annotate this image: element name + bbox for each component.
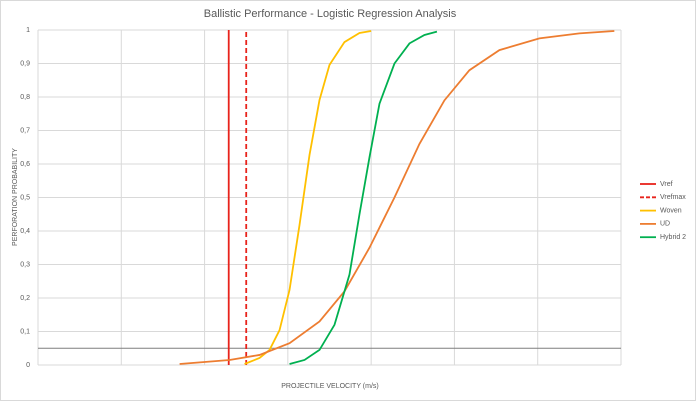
legend-label: Vref: [660, 181, 673, 188]
y-tick-label: 0,6: [20, 161, 30, 168]
chart-title: Ballistic Performance - Logistic Regress…: [204, 8, 457, 20]
legend-label: UD: [660, 221, 670, 228]
series-line: [179, 30, 615, 365]
legend-label: Woven: [660, 207, 682, 214]
y-tick-label: 1: [26, 27, 30, 34]
y-tick-label: 0,9: [20, 60, 30, 67]
legend-label: Hybrid 2: [660, 234, 686, 241]
y-tick-label: 0,2: [20, 295, 30, 302]
y-tick-label: 0,7: [20, 127, 30, 134]
series-line: [289, 30, 438, 365]
y-tick-label: 0,5: [20, 194, 30, 201]
y-tick-label: 0,8: [20, 94, 30, 101]
y-tick-label: 0,3: [20, 261, 30, 268]
y-tick-label: 0: [26, 362, 30, 369]
y-tick-label: 0,4: [20, 228, 30, 235]
legend-label: Vrefmax: [660, 194, 686, 201]
y-tick-label: 0,1: [20, 328, 30, 335]
y-axis-label: PERFORATION PROBABILITY: [12, 148, 19, 246]
x-axis-label: PROJECTILE VELOCITY (m/s): [281, 383, 379, 390]
